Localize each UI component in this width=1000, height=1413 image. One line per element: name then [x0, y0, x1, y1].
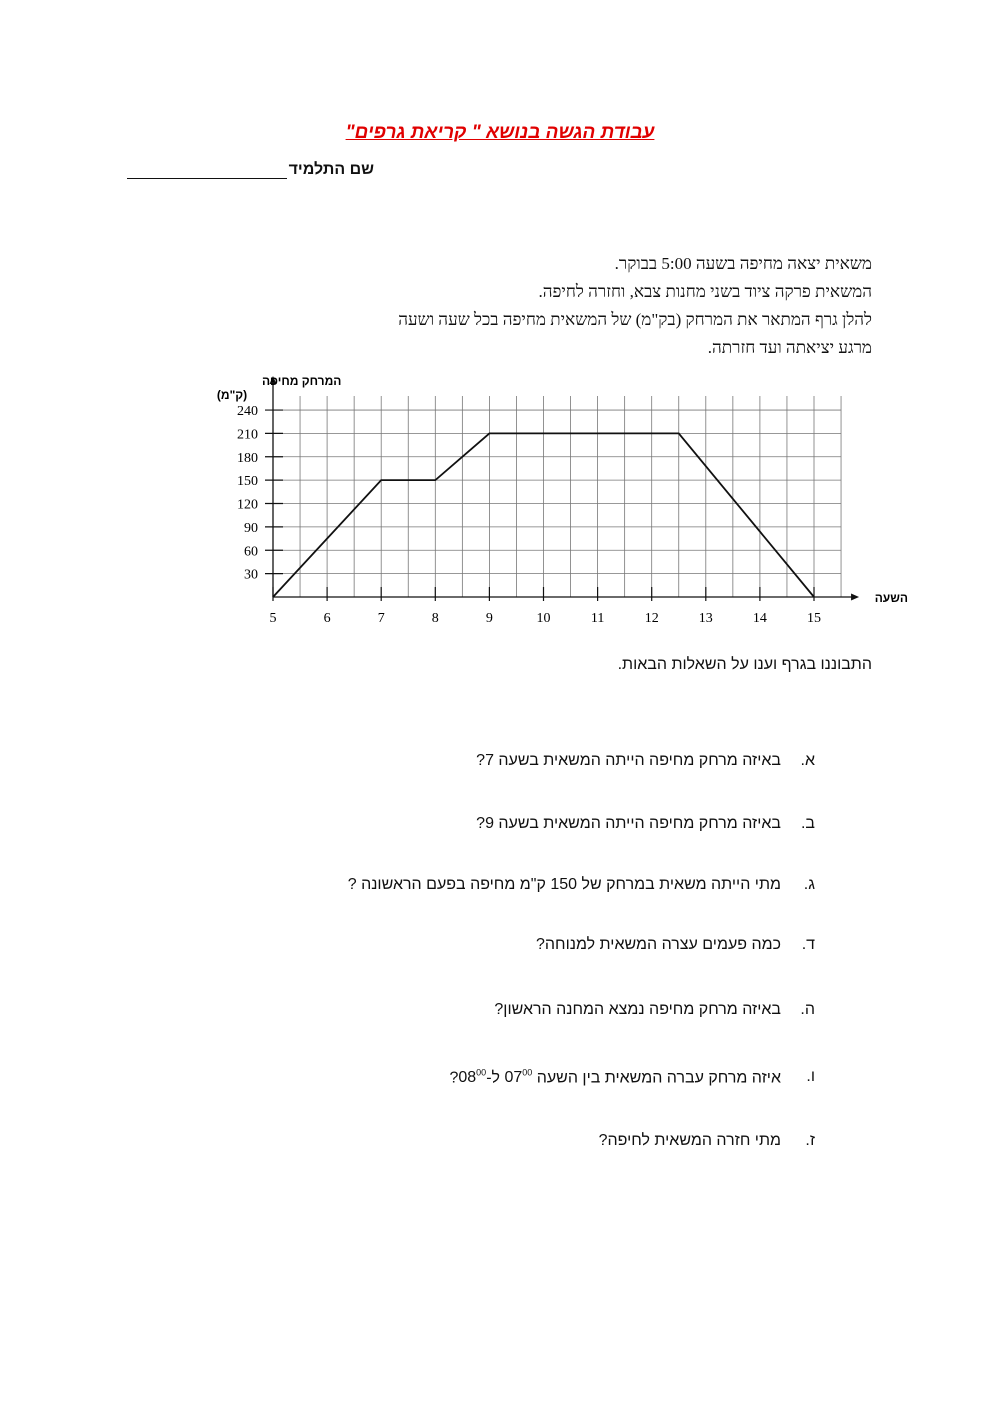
- question-text: מתי הייתה משאית במרחק של 150 ק"מ מחיפה ב…: [347, 876, 781, 893]
- x-tick-label: 6: [324, 611, 331, 626]
- question-letter: א.: [800, 752, 816, 769]
- question-letter: ג.: [803, 876, 815, 893]
- distance-time-chart: 5 6 7 8 9 10 11 12 13 14 15 30 60 90 120 150 180 210 240 ה…: [217, 374, 908, 626]
- question-text-part: ל-: [486, 1069, 505, 1087]
- x-axis-label: השעה: [875, 591, 908, 605]
- student-name-row: שם התלמיד: [126, 161, 374, 179]
- x-tick-label: 12: [645, 611, 659, 626]
- chart-axes: [269, 376, 860, 601]
- instruction-text: התבוננו בגרף וענו על השאלות הבאות.: [617, 656, 872, 673]
- question-letter: ז.: [805, 1132, 815, 1149]
- intro-line: משאית יצאה מחיפה בשעה 5:00 בבוקר.: [614, 254, 872, 273]
- series-line: [272, 432, 815, 598]
- question-text: באיזה מרחק מחיפה נמצא המחנה הראשון?: [494, 1001, 781, 1018]
- y-axis-unit: (ק"מ): [217, 388, 247, 402]
- time-end-hour: 08: [458, 1069, 477, 1087]
- question-text: מתי חזרה המשאית לחיפה?: [598, 1132, 781, 1149]
- x-tick-label: 14: [753, 611, 767, 626]
- student-name-label: שם התלמיד: [288, 161, 374, 178]
- x-tick-label: 7: [378, 611, 385, 626]
- question-letter: ה.: [800, 1001, 815, 1018]
- y-tick-label: 30: [244, 568, 258, 583]
- question-e: ה. באיזה מרחק מחיפה נמצא המחנה הראשון?: [494, 1001, 815, 1019]
- question-letter: ב.: [800, 815, 815, 832]
- question-letter: ד.: [801, 936, 815, 953]
- x-axis-arrow-icon: [851, 593, 860, 601]
- intro-line: להלן גרף המתאר את המרחק (בק"מ) של המשאית…: [398, 310, 872, 329]
- intro-line: מרגע יציאתה ועד חזרתה.: [707, 338, 872, 357]
- y-tick-label: 240: [237, 404, 258, 419]
- question-g: ז. מתי חזרה המשאית לחיפה?: [599, 1132, 815, 1150]
- y-tick-label: 60: [244, 544, 258, 559]
- y-tick-label: 150: [237, 474, 258, 489]
- chart-ticks: 5 6 7 8 9 10 11 12 13 14 15 30 60 90 120 150 180 210 240: [237, 404, 821, 626]
- time-end: 0800: [458, 1068, 487, 1087]
- question-text: באיזה מרחק מחיפה הייתה המשאית בשעה 9?: [476, 815, 781, 832]
- time-start-min: 00: [522, 1068, 533, 1078]
- worksheet-title: עבודת הגשה בנושא " קריאת גרפים": [345, 122, 655, 143]
- x-tick-label: 10: [537, 611, 551, 626]
- time-start-hour: 07: [504, 1069, 523, 1087]
- y-tick-label: 90: [244, 521, 258, 536]
- question-letter: ו.: [806, 1068, 815, 1085]
- student-name-field[interactable]: [126, 162, 287, 179]
- time-start: 0700: [504, 1068, 533, 1087]
- y-tick-label: 120: [237, 498, 258, 513]
- x-tick-label: 15: [807, 611, 821, 626]
- x-tick-label: 8: [432, 611, 439, 626]
- intro-paragraph: משאית יצאה מחיפה בשעה 5:00 בבוקר. המשאית…: [292, 250, 872, 362]
- x-tick-label: 13: [699, 611, 713, 626]
- intro-line: המשאית פרקה ציוד בשני מחנות צבא, וחזרה ל…: [538, 282, 872, 301]
- y-tick-label: 210: [237, 427, 258, 442]
- y-tick-label: 180: [237, 451, 258, 466]
- question-text: באיזה מרחק מחיפה הייתה המשאית בשעה 7?: [476, 752, 781, 769]
- question-b: ב. באיזה מרחק מחיפה הייתה המשאית בשעה 9?: [476, 815, 815, 833]
- y-axis-arrow-icon: [269, 376, 277, 384]
- question-text: איזה מרחק עברה המשאית בין השעה 0700 ל-08…: [449, 1068, 781, 1087]
- x-tick-label: 9: [486, 611, 493, 626]
- question-text: כמה פעמים עצרה המשאית למנוחה?: [536, 936, 781, 953]
- question-f: ו. איזה מרחק עברה המשאית בין השעה 0700 ל-…: [449, 1068, 815, 1087]
- x-tick-label: 5: [270, 611, 277, 626]
- y-axis-label: המרחק מחיפה: [262, 374, 341, 388]
- chart-grid: [273, 396, 842, 597]
- question-d: ד. כמה פעמים עצרה המשאית למנוחה?: [536, 936, 815, 954]
- x-tick-label: 11: [591, 611, 604, 626]
- time-end-min: 00: [476, 1068, 487, 1078]
- question-c: ג. מתי הייתה משאית במרחק של 150 ק"מ מחיפה…: [348, 876, 815, 894]
- question-text-part: איזה מרחק עברה המשאית בין השעה: [532, 1069, 781, 1087]
- question-a: א. באיזה מרחק מחיפה הייתה המשאית בשעה 7?: [476, 752, 815, 770]
- question-text-part: ?: [449, 1069, 459, 1087]
